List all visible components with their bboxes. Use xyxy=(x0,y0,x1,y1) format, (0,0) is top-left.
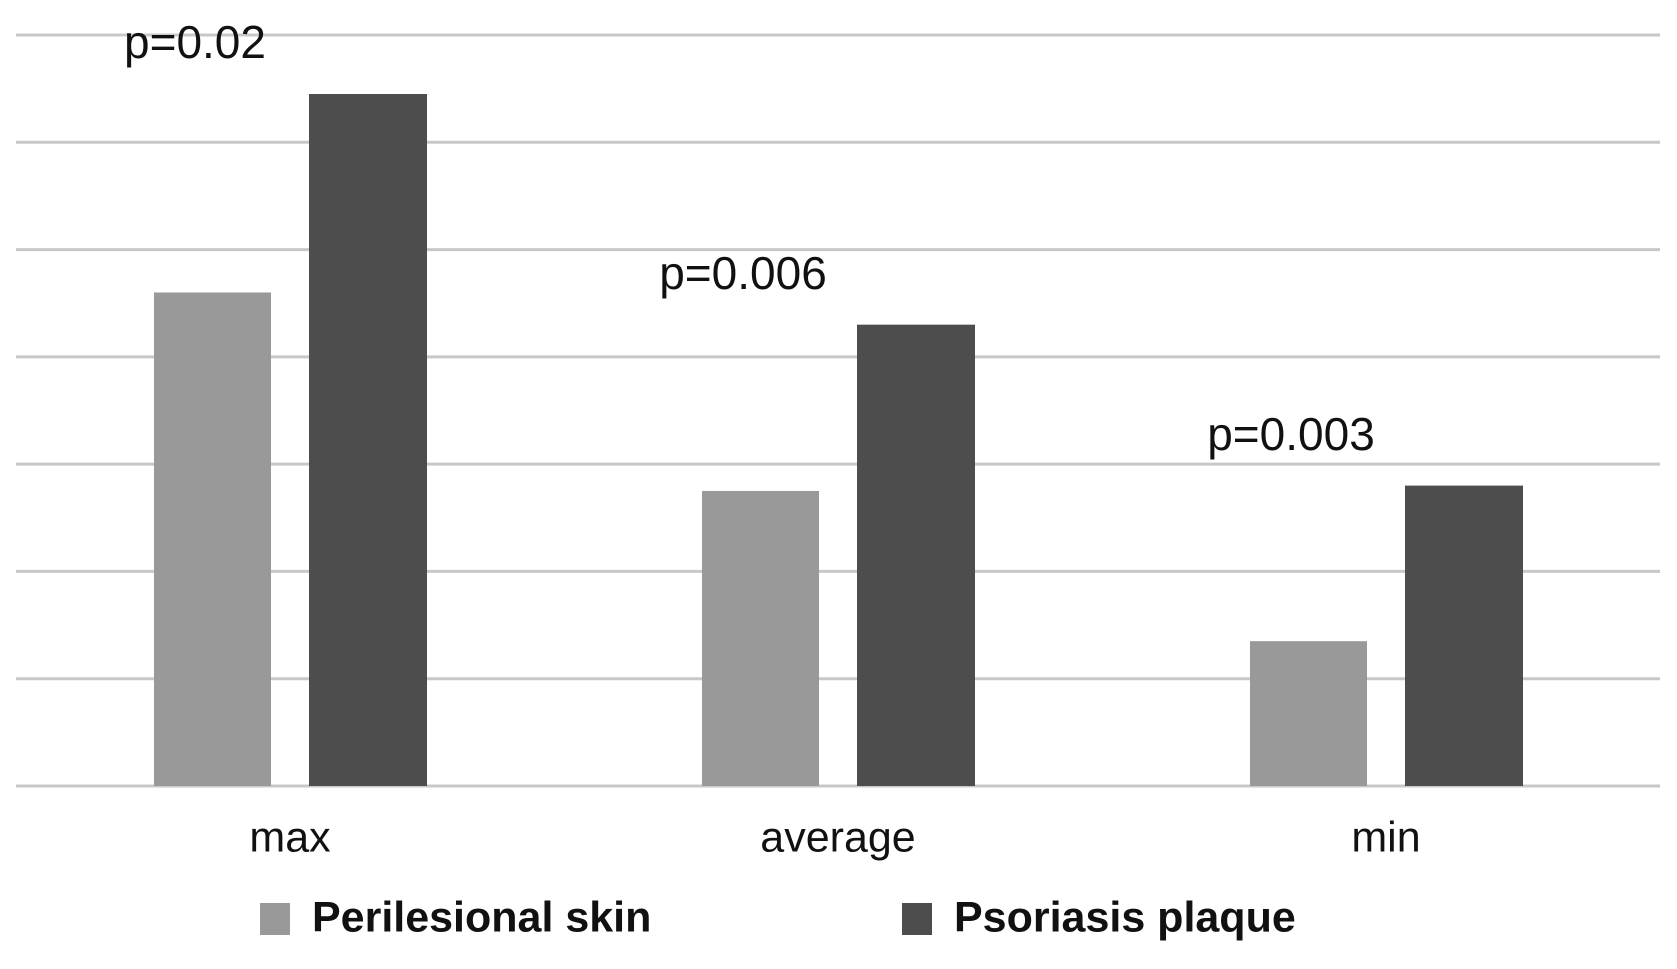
x-tick-label: max xyxy=(249,813,331,861)
annotation: p=0.006 xyxy=(659,247,827,299)
bar xyxy=(309,94,427,786)
legend-label: Perilesional skin xyxy=(312,893,651,941)
annotation: p=0.003 xyxy=(1207,408,1375,460)
bar xyxy=(702,490,819,786)
legend-label: Psoriasis plaque xyxy=(954,893,1296,941)
annotation: p=0.02 xyxy=(124,16,266,68)
bar xyxy=(154,292,271,786)
x-tick-label: average xyxy=(760,813,915,861)
legend-swatch xyxy=(260,903,290,935)
bar xyxy=(1405,485,1523,786)
legend-swatch xyxy=(902,903,932,935)
bar xyxy=(857,324,975,786)
bar xyxy=(1250,641,1367,786)
x-tick-label: min xyxy=(1351,813,1420,861)
